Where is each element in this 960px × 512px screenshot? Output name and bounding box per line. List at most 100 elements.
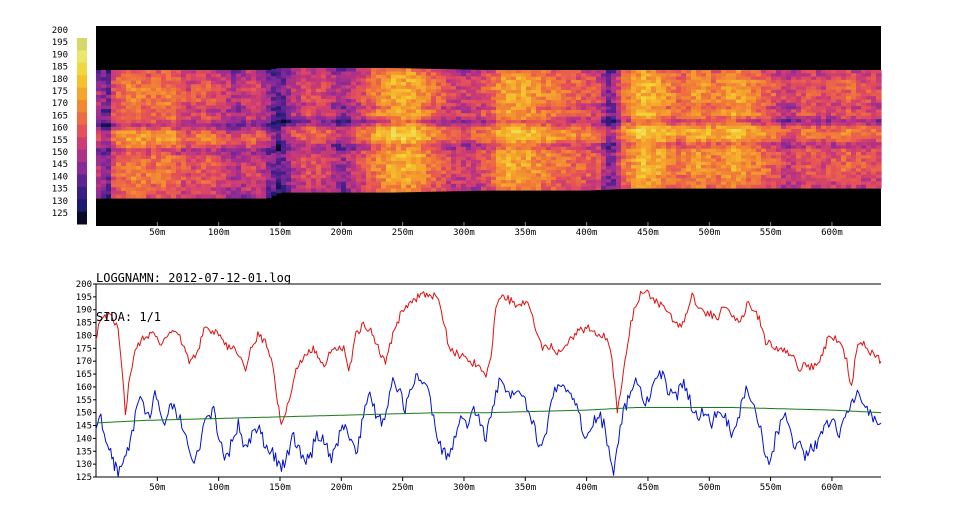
heatmap-cell xyxy=(166,87,172,92)
heatmap-cell xyxy=(701,135,707,140)
heatmap-cell xyxy=(486,123,492,128)
heatmap-cell xyxy=(691,102,697,107)
heatmap-cell xyxy=(231,94,237,100)
heatmap-cell xyxy=(181,144,187,149)
heatmap-cell xyxy=(261,105,267,110)
heatmap-cell xyxy=(451,103,457,107)
heatmap-cell xyxy=(561,93,567,98)
heatmap-cell xyxy=(221,194,227,199)
heatmap-cell xyxy=(646,122,652,127)
heatmap-cell xyxy=(256,183,262,188)
heatmap-cell xyxy=(591,166,597,171)
heatmap-cell xyxy=(271,142,277,147)
heatmap-cell xyxy=(706,168,712,173)
heatmap-cell xyxy=(391,188,397,193)
heatmap-cell xyxy=(126,180,132,185)
heatmap-cell xyxy=(196,84,202,89)
heatmap-cell xyxy=(256,190,262,196)
heatmap-cell xyxy=(361,81,367,86)
heatmap-cell xyxy=(451,167,457,172)
heatmap-cell xyxy=(381,85,387,90)
heatmap-cell xyxy=(171,187,177,192)
heatmap-cell xyxy=(641,168,647,173)
heatmap-cell xyxy=(726,112,732,117)
heatmap-cell xyxy=(656,99,662,104)
heatmap-cell xyxy=(426,157,432,162)
heatmap-cell xyxy=(311,123,317,128)
heatmap-cell xyxy=(421,92,427,97)
heatmap-cell xyxy=(506,113,512,118)
heatmap-cell xyxy=(316,78,322,83)
heatmap-cell xyxy=(256,187,262,192)
heatmap-cell xyxy=(341,78,347,83)
heatmap-cell xyxy=(286,164,292,169)
heatmap-cell xyxy=(686,115,692,120)
heatmap-cell xyxy=(576,80,582,84)
heatmap-cell xyxy=(576,106,582,111)
heatmap-cell xyxy=(461,89,467,94)
heatmap-cell xyxy=(551,73,557,78)
heatmap-cell xyxy=(496,140,502,144)
heatmap-cell xyxy=(271,153,277,158)
heatmap-cell xyxy=(686,181,692,186)
heatmap-cell xyxy=(776,181,782,186)
heatmap-cell xyxy=(646,79,652,84)
heatmap-cell xyxy=(201,162,207,167)
heatmap-cell xyxy=(531,110,537,114)
heatmap-cell xyxy=(516,126,522,131)
heatmap-cell xyxy=(621,79,627,84)
heatmap-cell xyxy=(651,99,657,104)
heatmap-cell xyxy=(256,70,262,75)
heatmap-cell xyxy=(306,92,312,97)
heatmap-cell xyxy=(211,144,217,149)
heatmap-cell xyxy=(526,173,532,178)
heatmap-cell xyxy=(476,133,482,138)
heatmap-cell xyxy=(186,187,192,192)
heatmap-cell xyxy=(726,99,732,104)
heatmap-cell xyxy=(721,76,727,81)
heatmap-cell xyxy=(741,165,747,169)
heatmap-cell xyxy=(711,83,717,87)
heatmap-cell xyxy=(456,180,462,185)
heatmap-cell xyxy=(476,136,482,141)
heatmap-cell xyxy=(401,178,407,183)
heatmap-cell xyxy=(711,148,717,153)
heatmap-cell xyxy=(736,171,742,176)
heatmap-cell xyxy=(771,168,777,173)
heatmap-cell xyxy=(406,184,412,189)
heatmap-cell xyxy=(426,164,432,169)
heatmap-cell xyxy=(651,70,657,74)
heatmap-cell xyxy=(641,171,647,176)
heatmap-cell xyxy=(246,190,252,196)
heatmap-cell xyxy=(756,119,762,124)
heatmap-cell xyxy=(761,145,767,150)
heatmap-cell xyxy=(586,149,592,154)
heatmap-cell xyxy=(736,122,742,127)
heatmap-cell xyxy=(731,86,737,91)
heatmap-cell xyxy=(161,116,167,121)
colorbar-swatch xyxy=(77,211,87,225)
heatmap-cell xyxy=(376,126,382,131)
heatmap-cell xyxy=(111,148,117,153)
heatmap-cell xyxy=(551,106,557,111)
heatmap-cell xyxy=(476,150,482,155)
heatmap-cell xyxy=(321,157,327,162)
heatmap-cell xyxy=(131,176,137,181)
heatmap-cell xyxy=(756,122,762,127)
heatmap-cell xyxy=(386,102,392,107)
heatmap-cell xyxy=(711,79,717,84)
heatmap-cell xyxy=(446,102,452,107)
heatmap-cell xyxy=(656,122,662,127)
heatmap-cell xyxy=(586,133,592,138)
heatmap-cell xyxy=(326,119,332,124)
heatmap-cell xyxy=(436,119,442,124)
heatmap-cell xyxy=(131,91,137,96)
heatmap-cell xyxy=(476,99,482,104)
heatmap-cell xyxy=(426,78,432,83)
heatmap-cell xyxy=(256,155,262,160)
heatmap-cell xyxy=(436,140,442,145)
heatmap-cell xyxy=(701,168,707,173)
heatmap-cell xyxy=(626,76,632,81)
heatmap-cell xyxy=(281,150,287,155)
heatmap-cell xyxy=(711,171,717,176)
